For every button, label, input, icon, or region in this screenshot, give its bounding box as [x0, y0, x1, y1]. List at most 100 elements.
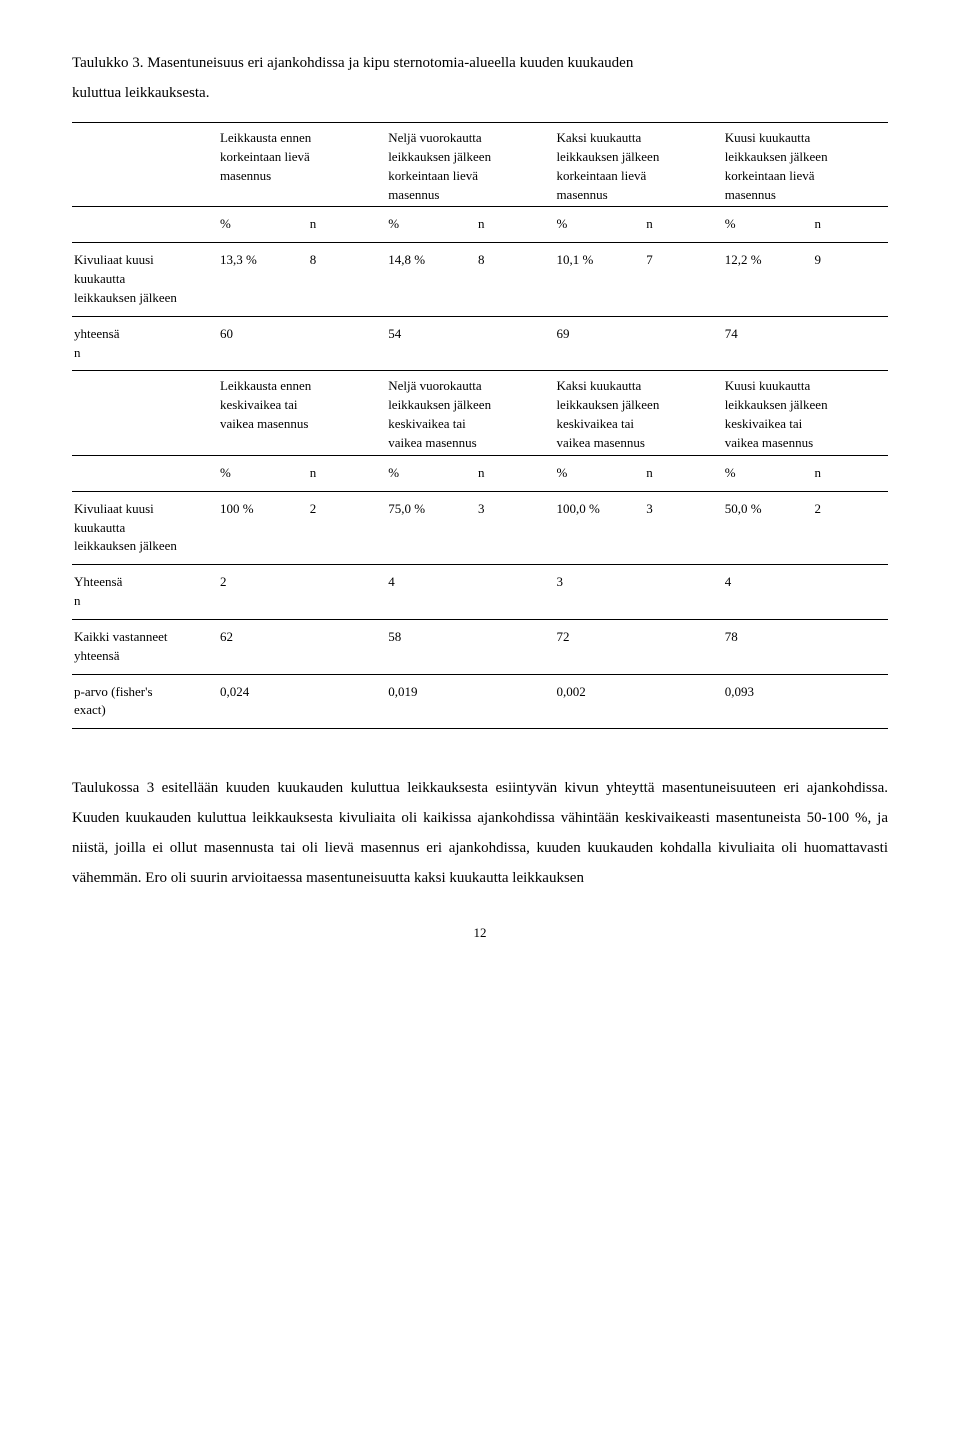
row2-n1: 2 [305, 491, 383, 565]
body-paragraph: Taulukossa 3 esitellään kuuden kuukauden… [72, 773, 888, 893]
yht2-v1: 2 [215, 565, 383, 620]
kaikki-v4: 78 [720, 619, 888, 674]
table-title: Taulukko 3. Masentuneisuus eri ajankohdi… [72, 48, 888, 108]
kaikki-v1: 62 [215, 619, 383, 674]
parvo-l1: p-arvo (fisher's [74, 684, 153, 699]
col2b-l4: vaikea masennus [388, 435, 476, 450]
col4b-l3: keskivaikea tai [725, 416, 803, 431]
pct-label: % [215, 455, 305, 491]
row1-label-l2: kuukautta [74, 271, 125, 286]
yhteensa2-label: Yhteensä n [72, 565, 215, 620]
col1b-header: Leikkausta ennen keskivaikea tai vaikea … [215, 371, 383, 455]
col4-l1: Kuusi kuukautta [725, 130, 811, 145]
parvo-v3: 0,002 [551, 674, 719, 729]
pct-label: % [720, 207, 810, 243]
row1-label: Kivuliaat kuusi kuukautta leikkauksen jä… [72, 243, 215, 317]
row2-label: Kivuliaat kuusi kuukautta leikkauksen jä… [72, 491, 215, 565]
yhteensa2-n-text: n [74, 593, 81, 608]
col2-l4: masennus [388, 187, 439, 202]
n-label: n [810, 207, 888, 243]
yhteensa-label: yhteensä n [72, 316, 215, 371]
col3-l3: korkeintaan lievä [556, 168, 646, 183]
row1-n1: 8 [305, 243, 383, 317]
kaikki-label: Kaikki vastanneet yhteensä [72, 619, 215, 674]
title-line1: Taulukko 3. Masentuneisuus eri ajankohdi… [72, 55, 633, 71]
n-label: n [473, 207, 551, 243]
row1-p4: 12,2 % [720, 243, 810, 317]
parvo-v1: 0,024 [215, 674, 383, 729]
pct-label: % [215, 207, 305, 243]
col2-l2: leikkauksen jälkeen [388, 149, 491, 164]
row2-p4: 50,0 % [720, 491, 810, 565]
row1-p2: 14,8 % [383, 243, 473, 317]
col4b-l4: vaikea masennus [725, 435, 813, 450]
row1-label-l1: Kivuliaat kuusi [74, 252, 154, 267]
row2-p3: 100,0 % [551, 491, 641, 565]
yhteensa2-text: Yhteensä [74, 574, 122, 589]
title-line2: kuluttua leikkauksesta. [72, 85, 209, 101]
kaikki-l2: yhteensä [74, 648, 119, 663]
parvo-l2: exact) [74, 702, 106, 717]
kaikki-v3: 72 [551, 619, 719, 674]
col4-l4: masennus [725, 187, 776, 202]
parvo-v2: 0,019 [383, 674, 551, 729]
yht2-v3: 3 [551, 565, 719, 620]
col4-l2: leikkauksen jälkeen [725, 149, 828, 164]
yht2-v2: 4 [383, 565, 551, 620]
col1b-l1: Leikkausta ennen [220, 378, 311, 393]
col3-l2: leikkauksen jälkeen [556, 149, 659, 164]
pct-label: % [720, 455, 810, 491]
col2b-l2: leikkauksen jälkeen [388, 397, 491, 412]
col2-header: Neljä vuorokautta leikkauksen jälkeen ko… [383, 123, 551, 207]
yht1-v1: 60 [215, 316, 383, 371]
pct-label: % [383, 207, 473, 243]
row2-p1: 100 % [215, 491, 305, 565]
col4b-l2: leikkauksen jälkeen [725, 397, 828, 412]
col2-l3: korkeintaan lievä [388, 168, 478, 183]
yhteensa-text: yhteensä [74, 326, 119, 341]
row1-p3: 10,1 % [551, 243, 641, 317]
col3-l4: masennus [556, 187, 607, 202]
row2-label-l2: kuukautta [74, 520, 125, 535]
row2-label-l3: leikkauksen jälkeen [74, 538, 177, 553]
yht1-v4: 74 [720, 316, 888, 371]
page-number: 12 [72, 923, 888, 943]
yht1-v3: 69 [551, 316, 719, 371]
yhteensa-n-text: n [74, 345, 81, 360]
yht2-v4: 4 [720, 565, 888, 620]
yht1-v2: 54 [383, 316, 551, 371]
header-row-2: Leikkausta ennen keskivaikea tai vaikea … [72, 371, 888, 455]
data-row-2: Kivuliaat kuusi kuukautta leikkauksen jä… [72, 491, 888, 565]
parvo-v4: 0,093 [720, 674, 888, 729]
col4b-header: Kuusi kuukautta leikkauksen jälkeen kesk… [720, 371, 888, 455]
col4-l3: korkeintaan lievä [725, 168, 815, 183]
row1-n2: 8 [473, 243, 551, 317]
kaikki-v2: 58 [383, 619, 551, 674]
col1-l1: Leikkausta ennen [220, 130, 311, 145]
data-row-1: Kivuliaat kuusi kuukautta leikkauksen jä… [72, 243, 888, 317]
n-label: n [305, 455, 383, 491]
col1-header: Leikkausta ennen korkeintaan lievä masen… [215, 123, 383, 207]
col1-l2: korkeintaan lievä [220, 149, 310, 164]
col3b-l2: leikkauksen jälkeen [556, 397, 659, 412]
n-label: n [641, 455, 719, 491]
row1-label-l3: leikkauksen jälkeen [74, 290, 177, 305]
pct-label: % [551, 455, 641, 491]
pct-label: % [551, 207, 641, 243]
col4b-l1: Kuusi kuukautta [725, 378, 811, 393]
col3b-l3: keskivaikea tai [556, 416, 634, 431]
n-label: n [305, 207, 383, 243]
parvo-label: p-arvo (fisher's exact) [72, 674, 215, 729]
col3-l1: Kaksi kuukautta [556, 130, 641, 145]
row2-n3: 3 [641, 491, 719, 565]
yhteensa-row-1: yhteensä n 60 54 69 74 [72, 316, 888, 371]
n-label: n [641, 207, 719, 243]
col1b-l3: vaikea masennus [220, 416, 308, 431]
row1-p1: 13,3 % [215, 243, 305, 317]
col3b-l1: Kaksi kuukautta [556, 378, 641, 393]
parvo-row: p-arvo (fisher's exact) 0,024 0,019 0,00… [72, 674, 888, 729]
n-label: n [473, 455, 551, 491]
row2-n2: 3 [473, 491, 551, 565]
row2-n4: 2 [810, 491, 888, 565]
col3b-l4: vaikea masennus [556, 435, 644, 450]
